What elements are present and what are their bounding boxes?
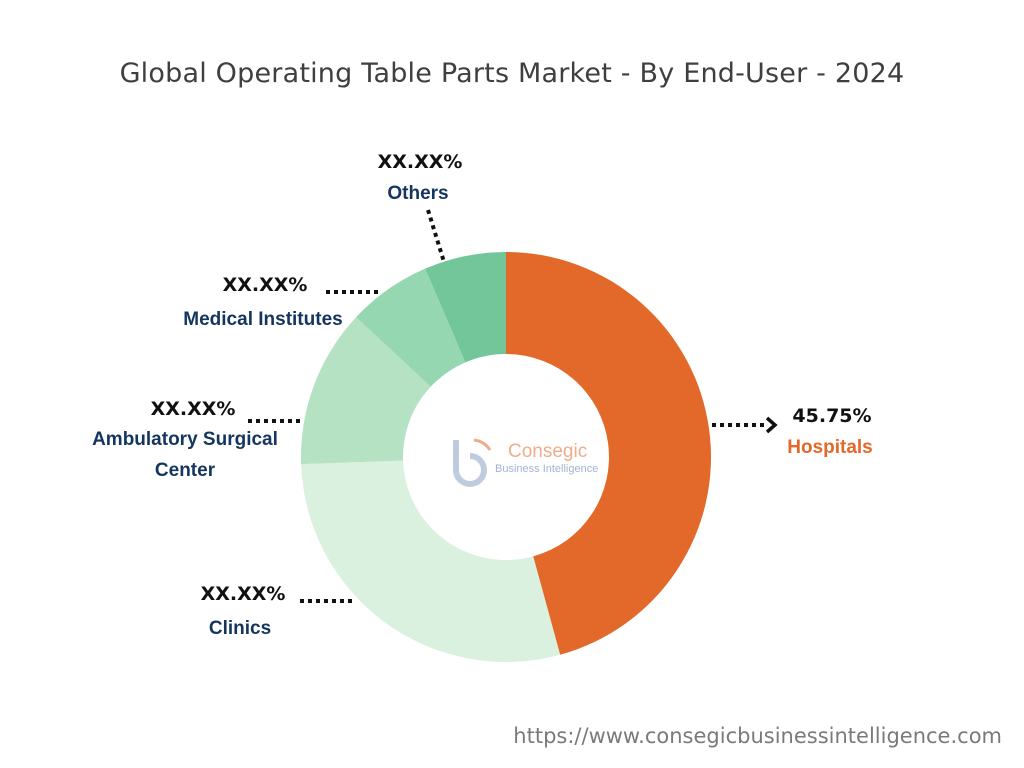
slice-hospitals (506, 252, 711, 655)
pct-hospitals: 45.75% (792, 405, 871, 427)
label-ambulatory-line2: Center (155, 460, 216, 481)
slice-ambulatory-surgical-center (301, 317, 431, 465)
arrowhead-icon (765, 416, 778, 434)
chart-title: Global Operating Table Parts Market - By… (119, 58, 905, 89)
slice-clinics (301, 460, 561, 662)
logo-mark-icon (453, 440, 487, 487)
donut-slices (301, 252, 711, 662)
slice-others (425, 252, 506, 363)
logo-tagline: Business Intelligence (495, 463, 598, 475)
pct-others: XX.XX% (378, 151, 463, 173)
consegic-logo: Consegic Business Intelligence (453, 438, 598, 487)
label-others: Others (387, 183, 448, 204)
pct-ambulatory: XX.XX% (151, 398, 236, 420)
source-url: https://www.consegicbusinessintelligence… (513, 724, 1002, 748)
pct-clinics: XX.XX% (201, 583, 286, 605)
leader-line-others (426, 209, 446, 263)
pct-medical-institutes: XX.XX% (223, 274, 308, 296)
slice-medical-institutes (356, 268, 466, 387)
logo-name: Consegic (508, 441, 587, 462)
label-clinics: Clinics (209, 618, 271, 639)
label-hospitals: Hospitals (787, 437, 873, 458)
label-ambulatory-line1: Ambulatory Surgical (92, 429, 278, 450)
label-medical-institutes: Medical Institutes (183, 309, 342, 330)
